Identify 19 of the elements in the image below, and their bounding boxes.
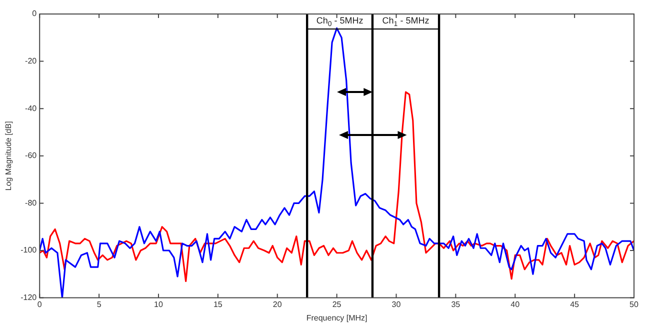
- y-axis-title: Log Magnitude [dB]: [4, 121, 14, 191]
- x-tick-label: 20: [272, 300, 282, 309]
- x-tick-label: 50: [630, 300, 639, 309]
- x-tick-label: 5: [96, 300, 102, 309]
- x-tick-label: 45: [570, 300, 580, 309]
- y-tick-label: -80: [25, 198, 38, 208]
- y-tick-label: -60: [25, 151, 38, 160]
- y-tick-label: -120: [20, 293, 38, 302]
- y-tick-label: -40: [25, 104, 38, 113]
- x-axis-title: Frequency [MHz]: [306, 313, 368, 322]
- x-tick-label: 25: [332, 300, 342, 309]
- x-tick-label: 10: [154, 300, 164, 309]
- x-tick-label: 35: [451, 300, 461, 309]
- y-tick-label: -20: [25, 56, 38, 66]
- x-tick-label: 30: [392, 300, 402, 309]
- x-tick-label: 40: [510, 300, 520, 309]
- y-tick-label: -100: [20, 246, 38, 255]
- x-tick-label: 15: [213, 300, 223, 309]
- y-tick-label: 0: [32, 9, 38, 18]
